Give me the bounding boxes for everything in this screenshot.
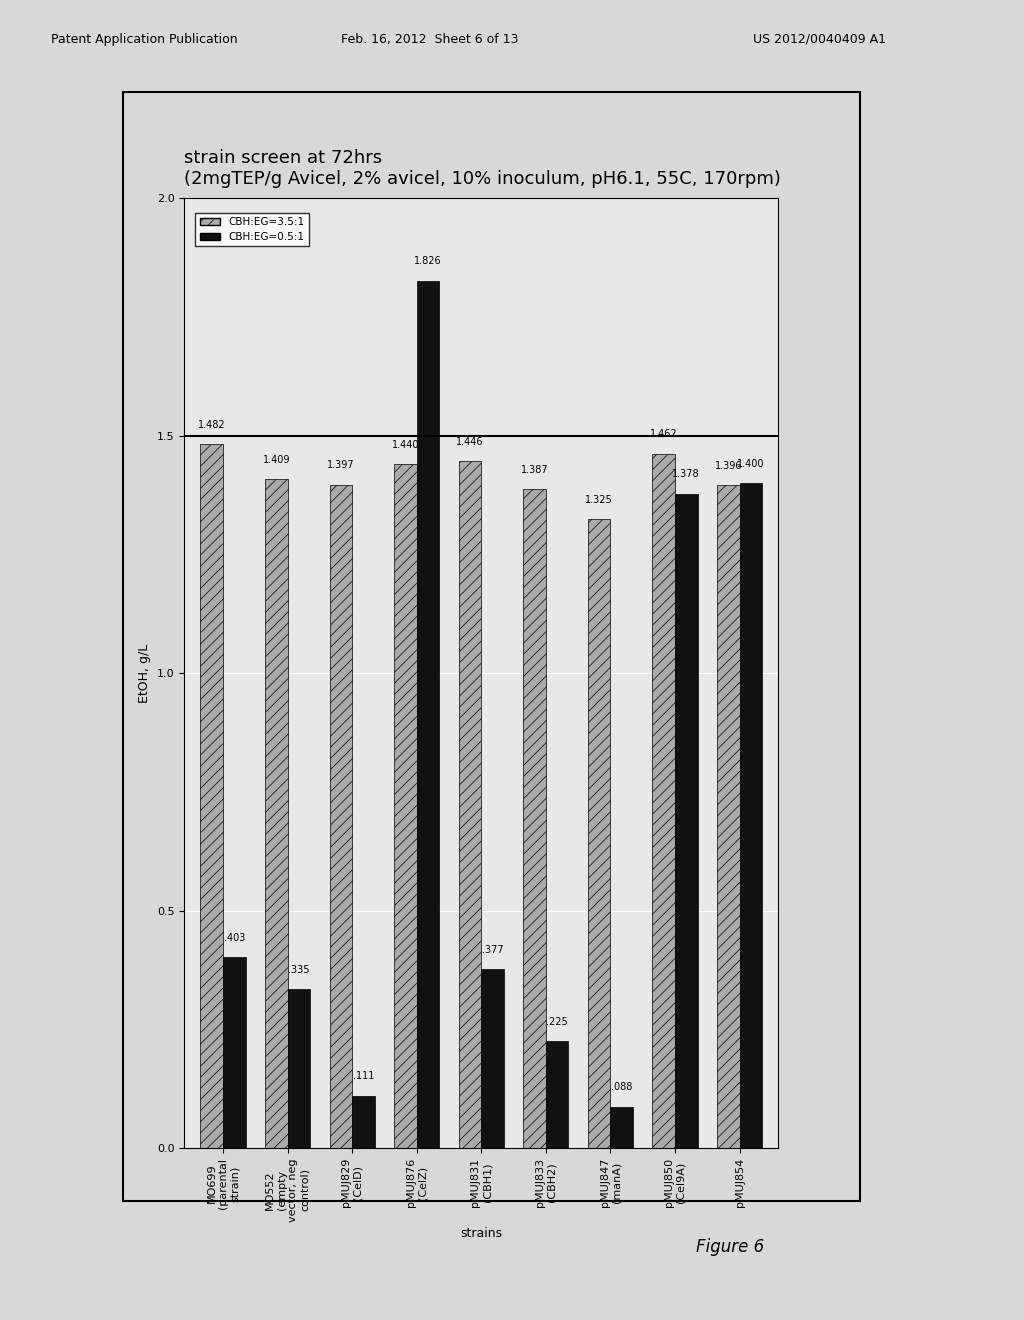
Bar	[481, 969, 504, 1148]
Bar	[201, 444, 223, 1148]
Text: 1.387: 1.387	[521, 465, 548, 475]
Text: 1.396: 1.396	[715, 461, 742, 471]
Bar	[223, 957, 246, 1148]
Text: .088: .088	[611, 1082, 633, 1093]
Text: 1.482: 1.482	[198, 420, 225, 430]
Bar	[546, 1041, 568, 1148]
Bar	[717, 484, 739, 1148]
Text: 1.409: 1.409	[262, 454, 290, 465]
Text: Feb. 16, 2012  Sheet 6 of 13: Feb. 16, 2012 Sheet 6 of 13	[341, 33, 519, 46]
Text: 1.378: 1.378	[673, 470, 700, 479]
Y-axis label: EtOH, g/L: EtOH, g/L	[138, 644, 152, 702]
Bar	[523, 490, 546, 1148]
Text: 1.397: 1.397	[327, 461, 354, 470]
Text: 1.400: 1.400	[737, 459, 765, 469]
Bar	[588, 519, 610, 1148]
Text: Patent Application Publication: Patent Application Publication	[51, 33, 238, 46]
Bar	[288, 989, 310, 1148]
Bar	[394, 465, 417, 1148]
Text: 1.826: 1.826	[415, 256, 441, 267]
Bar	[675, 494, 697, 1148]
Bar	[352, 1096, 375, 1148]
Text: 1.462: 1.462	[650, 429, 678, 440]
Text: Figure 6: Figure 6	[696, 1238, 765, 1257]
Text: .225: .225	[546, 1018, 568, 1027]
Text: .335: .335	[288, 965, 309, 975]
Text: 1.325: 1.325	[586, 495, 613, 504]
Bar	[417, 281, 439, 1148]
Bar	[610, 1106, 633, 1148]
Bar	[459, 461, 481, 1148]
Text: 1.446: 1.446	[457, 437, 483, 447]
Bar	[330, 484, 352, 1148]
Legend: CBH:EG=3.5:1, CBH:EG=0.5:1: CBH:EG=3.5:1, CBH:EG=0.5:1	[196, 213, 309, 247]
Text: .111: .111	[353, 1072, 374, 1081]
Text: .377: .377	[481, 945, 504, 954]
Text: strain screen at 72hrs
(2mgTEP/g Avicel, 2% avicel, 10% inoculum, pH6.1, 55C, 17: strain screen at 72hrs (2mgTEP/g Avicel,…	[184, 149, 781, 189]
Bar	[739, 483, 762, 1148]
Text: US 2012/0040409 A1: US 2012/0040409 A1	[753, 33, 886, 46]
Text: .403: .403	[223, 933, 245, 942]
X-axis label: strains: strains	[460, 1228, 503, 1241]
Text: 1.440: 1.440	[391, 440, 419, 450]
Bar	[652, 454, 675, 1148]
Bar	[265, 479, 288, 1148]
